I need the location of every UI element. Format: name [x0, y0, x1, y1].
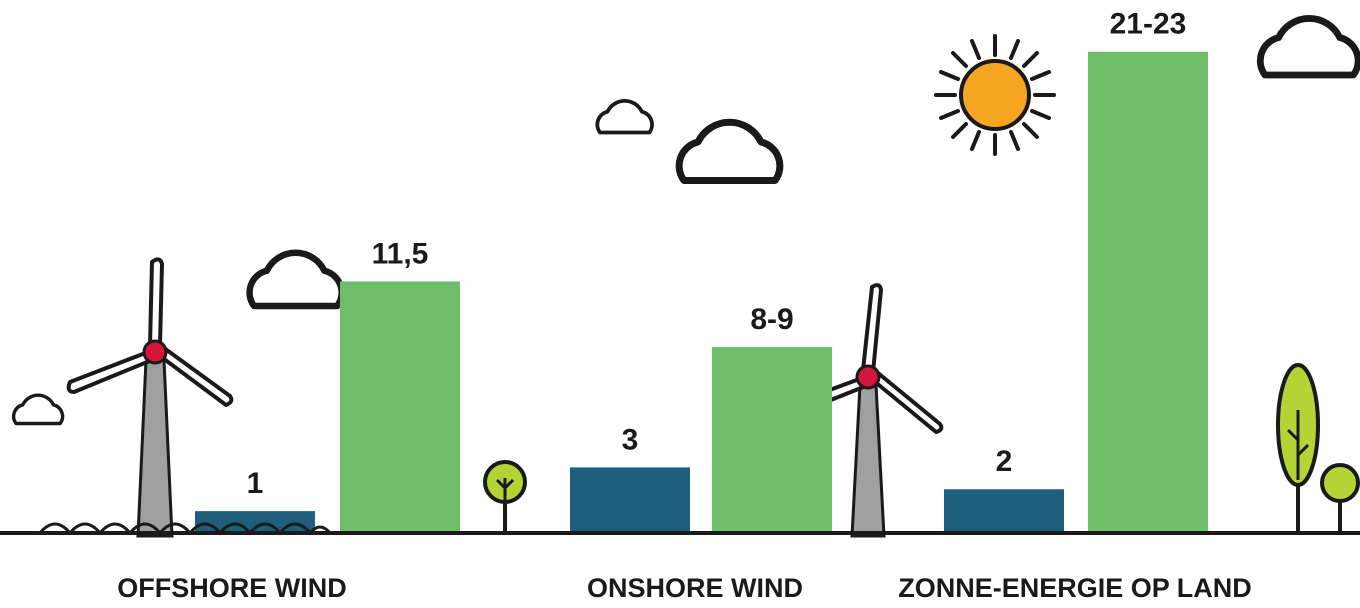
category-label: ZONNE-ENERGIE OP LAND — [898, 573, 1252, 603]
bar — [1088, 52, 1208, 533]
value-label: 3 — [622, 423, 639, 456]
value-label: 21-23 — [1110, 8, 1187, 41]
bar — [944, 489, 1064, 533]
value-label: 8-9 — [750, 303, 793, 336]
bar — [340, 281, 460, 533]
bar — [570, 467, 690, 533]
chart: OFFSHORE WIND ONSHORE WIND ZONNE-ENERGIE O… — [0, 0, 1360, 608]
value-label: 11,5 — [372, 237, 429, 270]
category-label: ONSHORE WIND — [587, 573, 803, 603]
value-label: 2 — [996, 445, 1013, 478]
value-label: 1 — [247, 467, 264, 500]
category-label: OFFSHORE WIND — [117, 573, 347, 603]
bar — [712, 347, 832, 533]
